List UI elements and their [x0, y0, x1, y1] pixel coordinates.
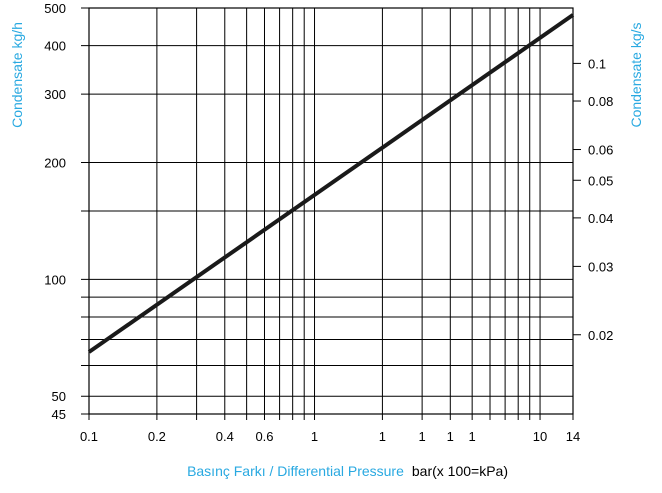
- y2-tick-label: 0.03: [588, 259, 613, 274]
- plot-frame: [88, 7, 574, 415]
- x-tick-label: 10: [533, 429, 547, 444]
- series-line: [87, 13, 575, 354]
- y2-tick-label: 0.08: [588, 94, 613, 109]
- x-tick-label: 1: [447, 429, 454, 444]
- y2-tick-label: 0.04: [588, 211, 613, 226]
- y-tick-labels: 45 50 100 200 300 400 500: [44, 1, 66, 422]
- y-tick-label: 300: [44, 87, 66, 102]
- x-tick-label: 1: [419, 429, 426, 444]
- secondary-axis-ticks: [573, 62, 581, 336]
- y2-tick-label: 0.05: [588, 173, 613, 188]
- x-tick-label: 1: [311, 429, 318, 444]
- series-layer: [87, 13, 575, 354]
- y-tick-label: 50: [52, 389, 66, 404]
- x-axis-title: Basınç Farkı / Differential Pressure: [187, 463, 404, 479]
- x-axis-unit: bar(x 100=kPa): [412, 463, 508, 479]
- x-tick-label: 14: [566, 429, 580, 444]
- y-tick-label: 200: [44, 155, 66, 170]
- y-tick-label: 500: [44, 1, 66, 16]
- x-tick-label: 1: [379, 429, 386, 444]
- y2-tick-label: 0.02: [588, 328, 613, 343]
- x-axis-title-group: Basınç Farkı / Differential Pressure bar(…: [187, 463, 508, 479]
- y2-tick-label: 0.1: [588, 56, 606, 71]
- x-tick-labels: 0.1 0.2 0.4 0.6 1 1 1 1 1 10 14: [80, 429, 580, 444]
- y2-tick-labels: 0.02 0.03 0.04 0.05 0.06 0.08 0.1: [588, 56, 613, 342]
- y-axis-title: Condensate kg/h: [9, 22, 25, 128]
- x-tick-label: 0.2: [148, 429, 166, 444]
- y2-tick-label: 0.06: [588, 143, 613, 158]
- y-tick-label: 400: [44, 39, 66, 54]
- x-gridlines: [88, 8, 574, 420]
- x-tick-label: 0.6: [255, 429, 273, 444]
- x-tick-label: 1: [469, 429, 476, 444]
- y-tick-label: 100: [44, 272, 66, 287]
- x-tick-label: 0.4: [216, 429, 234, 444]
- y-tick-label: 45: [52, 407, 66, 422]
- x-tick-label: 0.1: [80, 429, 98, 444]
- y2-axis-title: Condensate kg/s: [628, 22, 644, 127]
- y-gridlines: [81, 7, 573, 415]
